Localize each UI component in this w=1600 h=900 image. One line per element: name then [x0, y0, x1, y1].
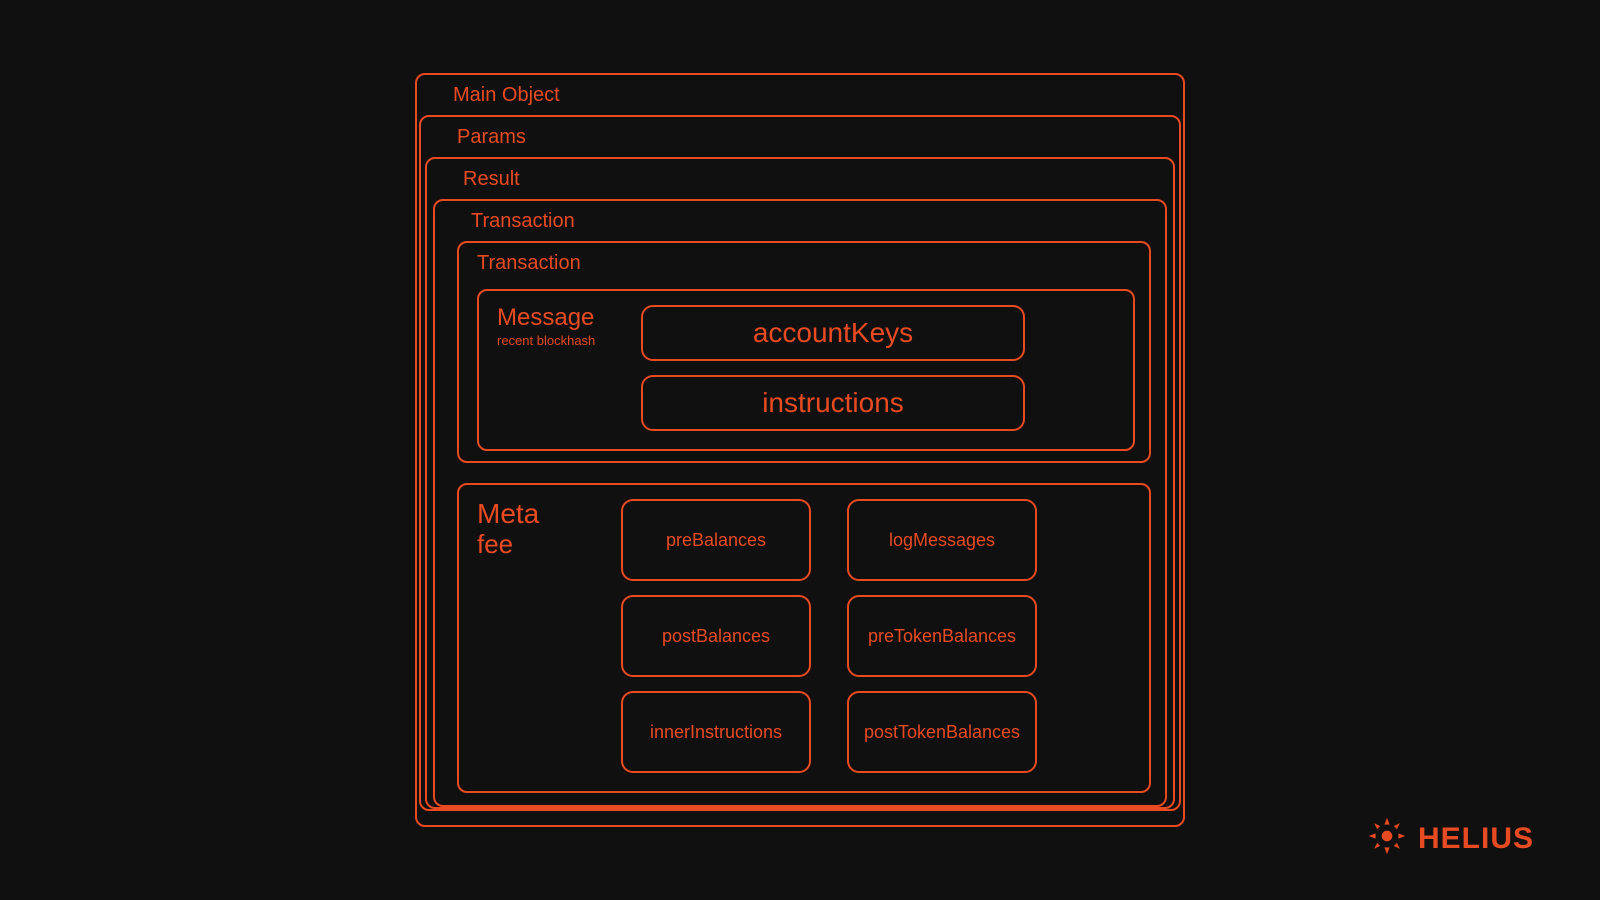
label-params: Params: [421, 117, 1179, 157]
message-title: Message: [497, 305, 617, 331]
box-message: Message recent blockhash accountKeys ins…: [477, 289, 1135, 451]
pill-pretokenbalances: preTokenBalances: [847, 595, 1037, 677]
box-transaction-inner: Transaction Message recent blockhash acc…: [457, 241, 1151, 463]
meta-heading-block: Meta fee: [477, 499, 587, 773]
message-heading-block: Message recent blockhash: [497, 305, 617, 431]
pill-innerinstructions: innerInstructions: [621, 691, 811, 773]
pill-instructions: instructions: [641, 375, 1025, 431]
label-result: Result: [427, 159, 1173, 199]
pill-prebalances: preBalances: [621, 499, 811, 581]
pill-logmessages: logMessages: [847, 499, 1037, 581]
box-main-object: Main Object Params Result Transaction Tr…: [415, 73, 1185, 827]
brand-text: HELIUS: [1418, 822, 1534, 856]
pill-accountkeys: accountKeys: [641, 305, 1025, 361]
message-items: accountKeys instructions: [641, 305, 1115, 431]
meta-title: Meta: [477, 499, 587, 530]
helius-icon: [1368, 817, 1406, 860]
meta-subtitle: fee: [477, 530, 587, 559]
brand-logo: HELIUS: [1368, 817, 1534, 860]
pill-postbalances: postBalances: [621, 595, 811, 677]
meta-grid: preBalances logMessages postBalances pre…: [621, 499, 1037, 773]
label-transaction-inner: Transaction: [459, 243, 1149, 283]
label-transaction-outer: Transaction: [435, 201, 1165, 241]
box-params: Params Result Transaction Transaction Me…: [419, 115, 1181, 811]
box-transaction-outer: Transaction Transaction Message recent b…: [433, 199, 1167, 807]
diagram-root: Main Object Params Result Transaction Tr…: [415, 73, 1185, 827]
box-meta: Meta fee preBalances logMessages postBal…: [457, 483, 1151, 793]
pill-posttokenbalances: postTokenBalances: [847, 691, 1037, 773]
box-result: Result Transaction Transaction Message r…: [425, 157, 1175, 809]
label-main-object: Main Object: [417, 75, 1183, 115]
message-subtitle: recent blockhash: [497, 333, 617, 348]
